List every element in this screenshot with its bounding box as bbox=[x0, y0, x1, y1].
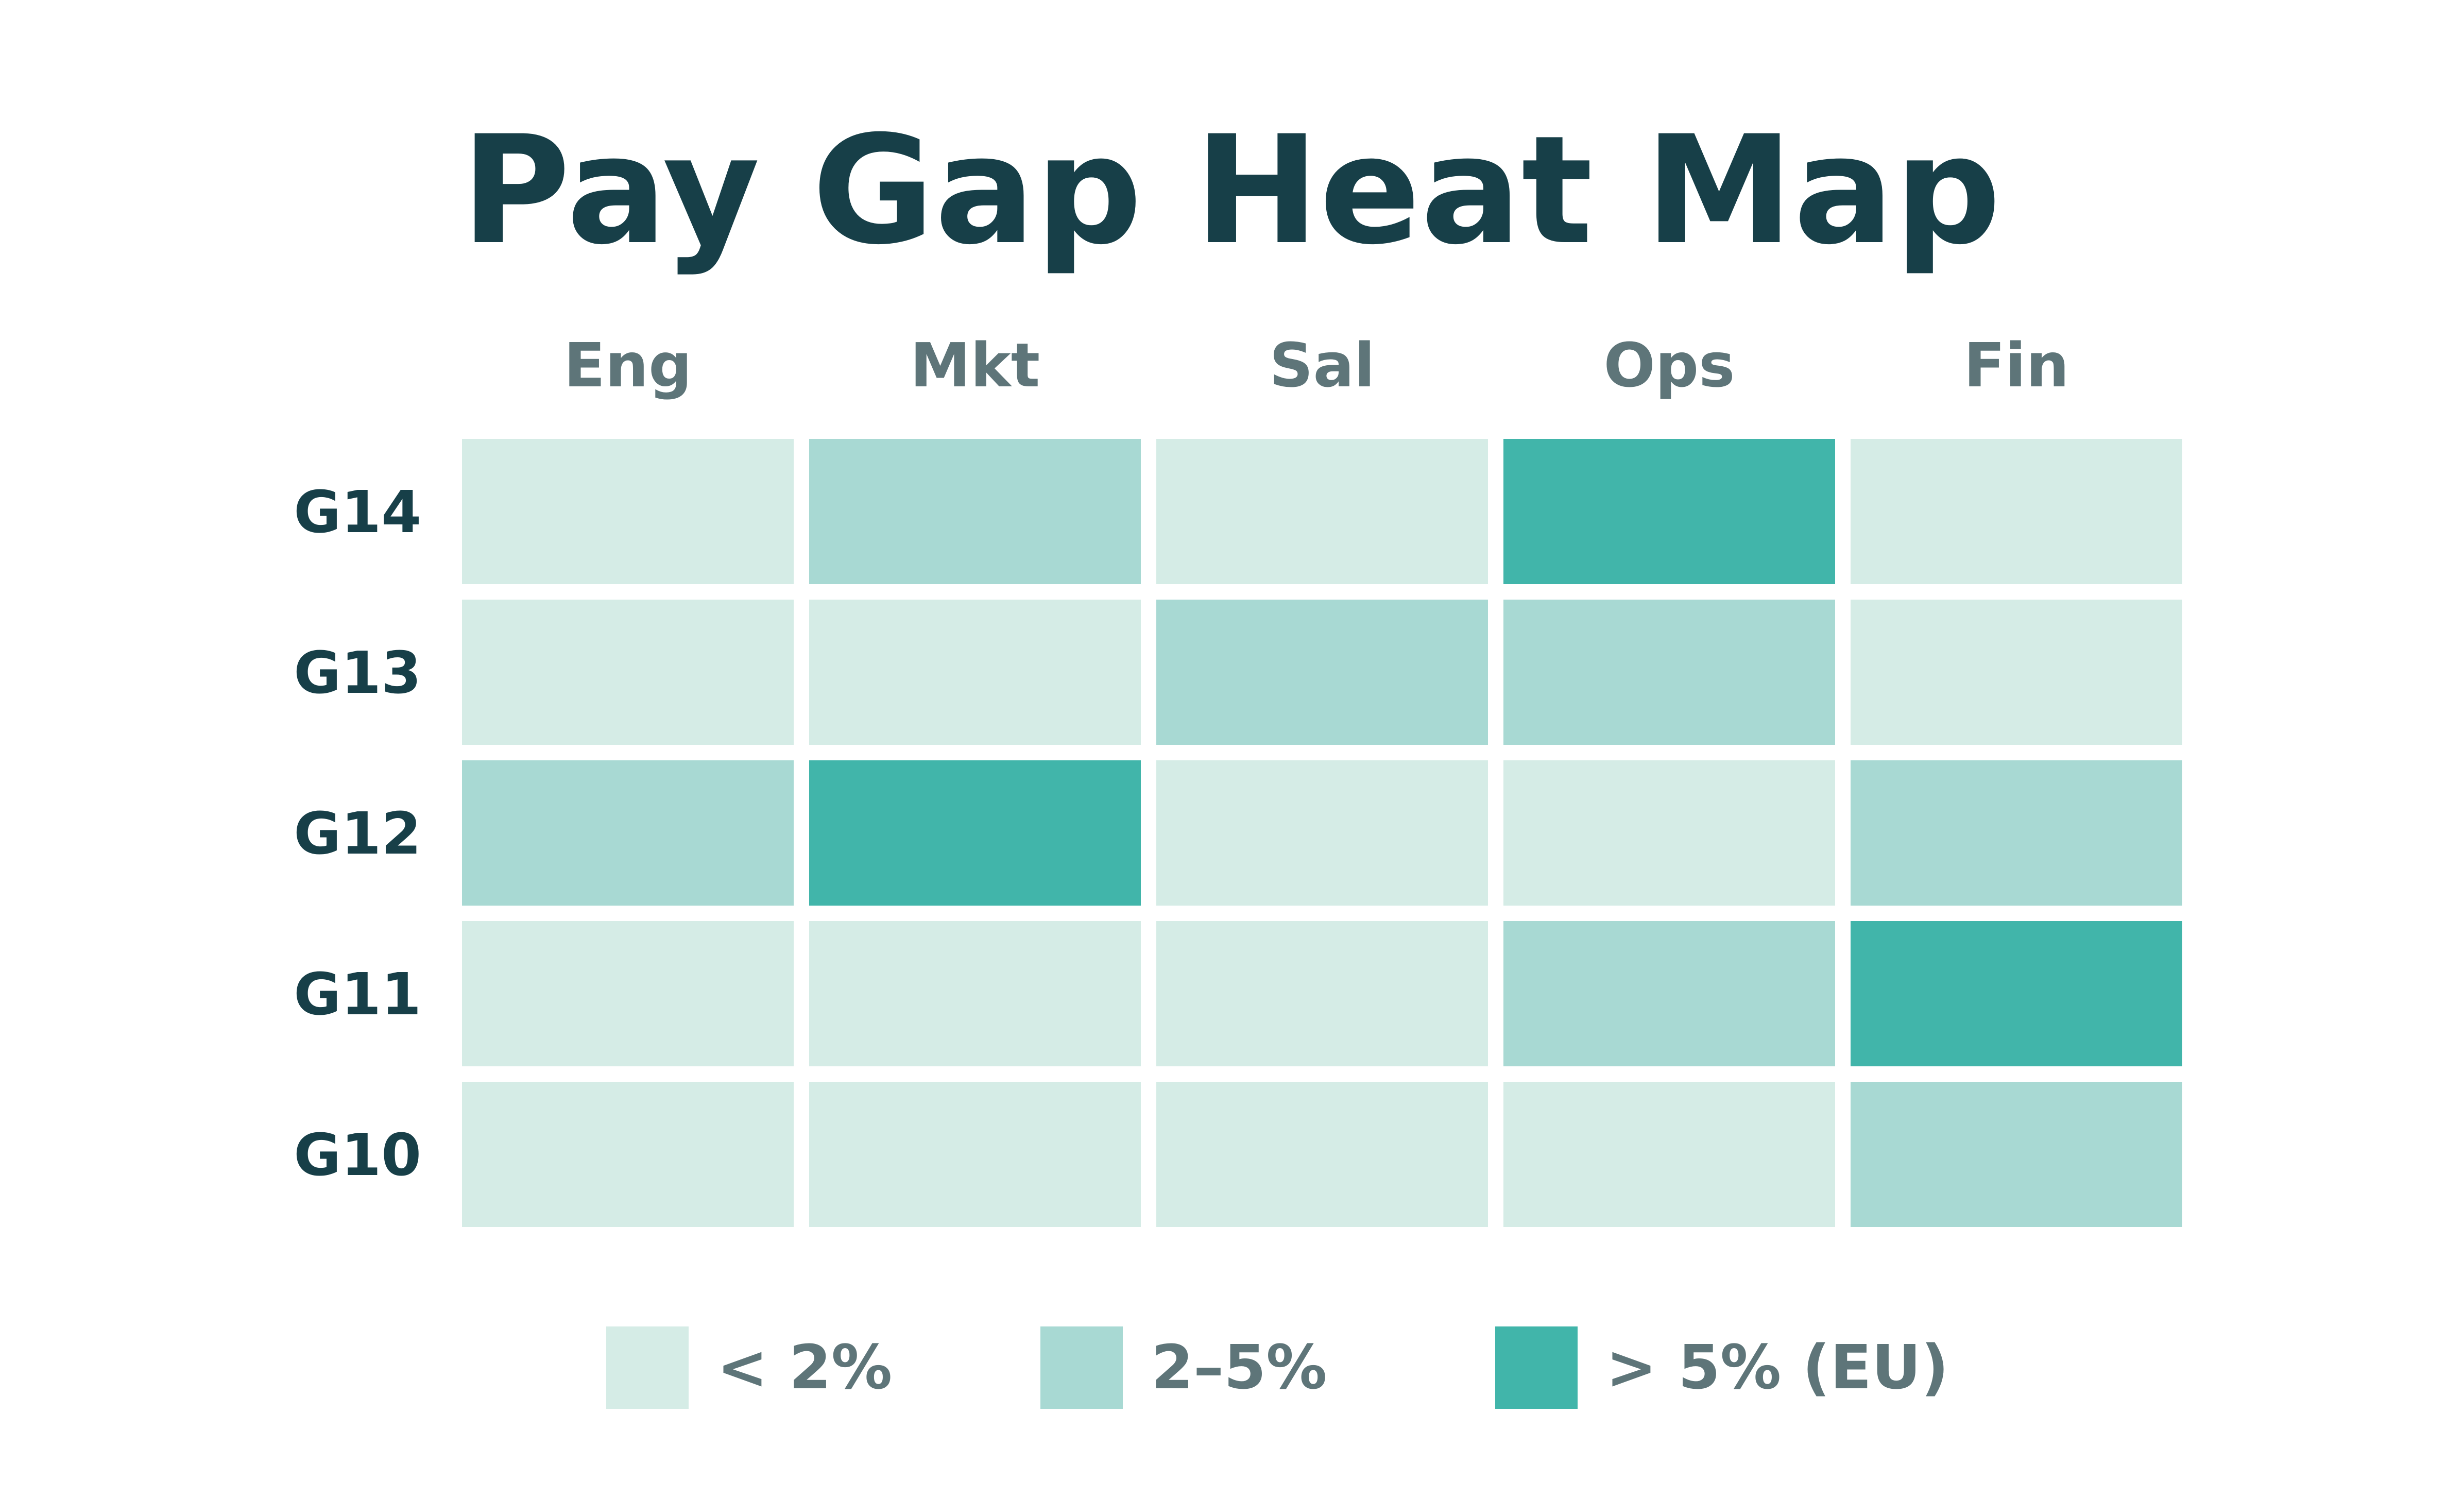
legend-swatch-2 bbox=[1495, 1326, 1578, 1409]
column-label-mkt: Mkt bbox=[910, 330, 1040, 401]
row-label-g11: G11 bbox=[294, 961, 421, 1028]
chart-title: Pay Gap Heat Map bbox=[461, 104, 2001, 278]
heatmap-cell-g12-fin bbox=[1851, 760, 2182, 906]
heatmap-cell-g14-ops bbox=[1503, 439, 1835, 584]
heatmap-cell-g14-fin bbox=[1851, 439, 2182, 584]
heatmap-cell-g14-sal bbox=[1156, 439, 1488, 584]
heatmap-cell-g13-mkt bbox=[809, 600, 1141, 745]
legend-label-1: 2–5% bbox=[1151, 1332, 1327, 1403]
heatmap-cell-g12-ops bbox=[1503, 760, 1835, 906]
heatmap-cell-g14-eng bbox=[462, 439, 794, 584]
heatmap-cell-g13-fin bbox=[1851, 600, 2182, 745]
heatmap-cell-g11-eng bbox=[462, 921, 794, 1066]
row-label-g13: G13 bbox=[294, 640, 421, 707]
heatmap-cell-g10-mkt bbox=[809, 1082, 1141, 1227]
heatmap-cell-g11-fin bbox=[1851, 921, 2182, 1066]
row-labels: G14 G13 G12 G11 G10 bbox=[294, 479, 421, 1189]
heatmap-cell-g10-fin bbox=[1851, 1082, 2182, 1227]
heatmap-cells bbox=[462, 439, 2182, 1227]
heatmap-cell-g12-sal bbox=[1156, 760, 1488, 906]
legend-swatch-1 bbox=[1040, 1326, 1123, 1409]
legend-label-2: > 5% (EU) bbox=[1606, 1332, 1949, 1403]
heatmap-cell-g12-eng bbox=[462, 760, 794, 906]
heatmap-cell-g10-ops bbox=[1503, 1082, 1835, 1227]
column-label-sal: Sal bbox=[1269, 330, 1375, 401]
legend: < 2% 2–5% > 5% (EU) bbox=[606, 1326, 1949, 1409]
row-label-g10: G10 bbox=[294, 1122, 421, 1189]
column-labels: Eng Mkt Sal Ops Fin bbox=[563, 330, 2069, 401]
heatmap-cell-g14-mkt bbox=[809, 439, 1141, 584]
heatmap-cell-g10-sal bbox=[1156, 1082, 1488, 1227]
column-label-fin: Fin bbox=[1963, 330, 2069, 401]
heatmap-cell-g13-ops bbox=[1503, 600, 1835, 745]
heatmap-cell-g13-eng bbox=[462, 600, 794, 745]
column-label-ops: Ops bbox=[1603, 330, 1735, 401]
row-label-g14: G14 bbox=[294, 479, 421, 546]
row-label-g12: G12 bbox=[294, 801, 421, 867]
heatmap-cell-g11-sal bbox=[1156, 921, 1488, 1066]
heatmap-cell-g10-eng bbox=[462, 1082, 794, 1227]
heatmap-cell-g12-mkt bbox=[809, 760, 1141, 906]
heatmap-cell-g11-ops bbox=[1503, 921, 1835, 1066]
legend-swatch-0 bbox=[606, 1326, 689, 1409]
heatmap-cell-g11-mkt bbox=[809, 921, 1141, 1066]
heatmap-cell-g13-sal bbox=[1156, 600, 1488, 745]
legend-label-0: < 2% bbox=[717, 1332, 892, 1403]
column-label-eng: Eng bbox=[563, 330, 692, 401]
